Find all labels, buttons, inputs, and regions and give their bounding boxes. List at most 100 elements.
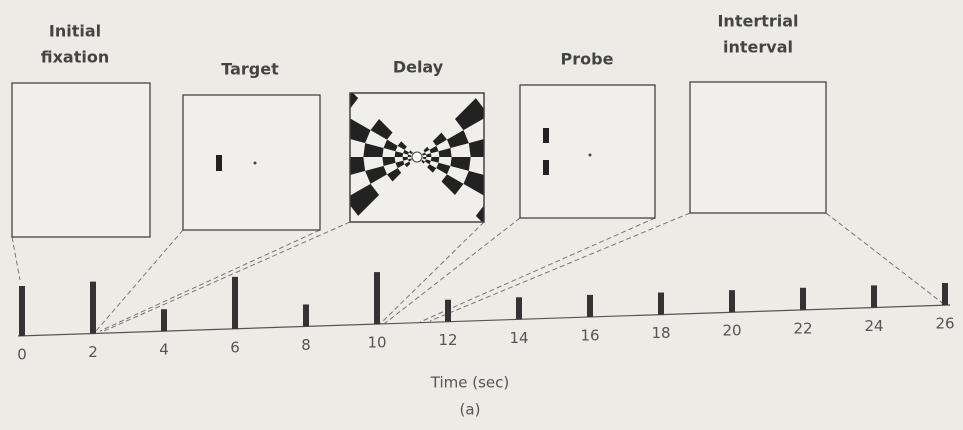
- panel-intertrial: [689, 81, 827, 214]
- tick-label: 18: [651, 324, 670, 342]
- connector-lines: [11, 212, 946, 332]
- tick-label: 2: [88, 343, 98, 361]
- tick-label: 20: [722, 322, 741, 340]
- checker-cell: [421, 160, 426, 164]
- checker-cell: [395, 160, 405, 169]
- scan-bar: [516, 297, 522, 320]
- tick-label: 26: [935, 315, 954, 333]
- tick-label: 0: [17, 346, 27, 364]
- checker-cell: [423, 146, 430, 153]
- caption: (a): [460, 401, 481, 419]
- scan-bar: [800, 287, 806, 310]
- scan-bar: [90, 281, 96, 334]
- time-axis: [17, 304, 951, 337]
- fixation-circle: [411, 151, 423, 163]
- checker-cell: [430, 157, 440, 163]
- fixation-dot: [253, 161, 257, 165]
- scan-bar: [19, 286, 25, 336]
- connector: [419, 217, 656, 323]
- tick-label: 24: [864, 317, 883, 335]
- probe-stimulus: [543, 128, 549, 143]
- checker-cell: [468, 139, 484, 157]
- panel-label: Probe: [561, 50, 614, 69]
- panel-label: fixation: [41, 48, 110, 67]
- panel-target: [182, 94, 321, 231]
- tick-label: 4: [159, 341, 169, 359]
- checker-cell: [438, 148, 452, 157]
- panel-label: Delay: [393, 58, 444, 77]
- checker-cell: [441, 174, 464, 195]
- tick-label: 16: [580, 326, 599, 344]
- checker-cell: [387, 168, 402, 182]
- checker-cell: [370, 119, 393, 140]
- checker-cell: [350, 93, 359, 109]
- probe-stimulus: [543, 160, 549, 175]
- checker-cell: [427, 164, 437, 173]
- tick-label: 6: [230, 338, 240, 356]
- tick-label: 22: [793, 319, 812, 337]
- checker-cell: [450, 157, 471, 171]
- connector: [429, 212, 691, 322]
- panel-label: Initial: [49, 22, 101, 41]
- scan-bar: [303, 304, 309, 327]
- target-stimulus: [216, 155, 222, 171]
- tick-label: 14: [509, 329, 528, 347]
- checker-cell: [397, 141, 407, 150]
- panel-label: Target: [221, 60, 279, 79]
- checker-cell: [408, 158, 412, 162]
- checker-cell: [436, 162, 451, 175]
- scan-bar: [587, 294, 593, 317]
- checker-cell: [422, 152, 426, 156]
- connector: [383, 217, 521, 325]
- panel-labels: Initial fixation Target Delay Probe Intertria…: [41, 12, 799, 79]
- checker-cell: [350, 118, 371, 144]
- checker-cell: [382, 157, 396, 166]
- checker-cell: [350, 157, 366, 175]
- scan-bar: [871, 285, 877, 308]
- scan-bar: [445, 299, 451, 322]
- checker-cell: [404, 161, 411, 168]
- scan-bar: [374, 272, 380, 325]
- scan-bar: [729, 290, 735, 313]
- checker-cell: [429, 145, 439, 154]
- tick-label: 12: [438, 331, 457, 349]
- checker-cell: [402, 157, 409, 161]
- checker-cell: [432, 132, 447, 146]
- panel-probe: [519, 84, 656, 219]
- panel-delay-border: [349, 92, 485, 223]
- panel-label: Intertrial: [717, 12, 798, 31]
- scan-bars: 0 2 4 6 8 10 12 14 16 18 20 22 24 26: [17, 272, 955, 364]
- scan-bar: [232, 276, 238, 329]
- panel-label: interval: [723, 38, 793, 57]
- panel-initial-fixation: [11, 82, 151, 238]
- checker-cell: [475, 205, 484, 222]
- connector: [825, 212, 946, 306]
- checker-cell: [383, 139, 398, 152]
- checker-cell: [425, 153, 432, 157]
- connector: [11, 236, 21, 281]
- checker-cell: [363, 143, 384, 157]
- checkerboard: [350, 93, 484, 222]
- scan-bar: [942, 283, 948, 305]
- checker-cell: [425, 159, 431, 165]
- connector: [379, 221, 485, 325]
- checker-cell: [403, 149, 409, 155]
- connector: [103, 221, 351, 332]
- checker-cell: [454, 98, 484, 131]
- checker-cell: [446, 130, 469, 149]
- connector: [95, 229, 184, 332]
- tick-label: 10: [367, 334, 386, 352]
- tick-label: 8: [301, 336, 311, 354]
- scan-bar: [658, 292, 664, 315]
- checker-cell: [422, 157, 427, 160]
- checker-cell: [463, 170, 484, 196]
- fixation-dot: [588, 153, 592, 157]
- checker-cell: [407, 154, 412, 157]
- checker-cell: [350, 183, 380, 216]
- axis-label: Time (sec): [430, 374, 509, 392]
- checker-cell: [365, 165, 388, 184]
- connector: [99, 229, 321, 332]
- checker-cell: [408, 150, 413, 154]
- checker-cell: [394, 151, 404, 157]
- scan-bar: [161, 309, 167, 332]
